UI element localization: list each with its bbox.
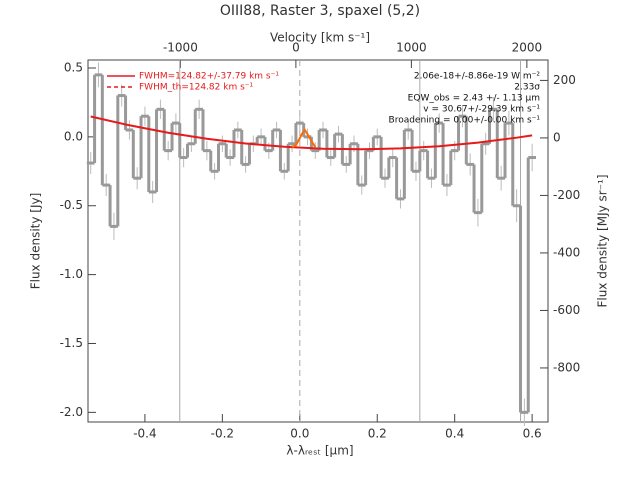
legend-label: FWHM=124.82+/-37.79 km s⁻¹ <box>139 72 279 82</box>
yticks-label: 0.5 <box>64 60 83 74</box>
annotation: EQW_obs = 2.43 +/- 1.13 μm <box>408 94 540 104</box>
xticks-label: -0.2 <box>211 427 234 441</box>
xticks-label: 0.6 <box>523 427 542 441</box>
x-axis-label: λ-λᵣₑₛₜ [μm] <box>286 444 353 458</box>
y-axis-label: Flux density [Jy] <box>29 193 43 290</box>
y2ticks-label: -400 <box>553 245 580 259</box>
x2ticks-label: -1000 <box>163 41 198 55</box>
x2ticks-label: 2000 <box>512 41 543 55</box>
plot-frame <box>87 59 549 423</box>
xticks-label: 0.0 <box>290 427 309 441</box>
annotation: v = 30.67+/-29.39 km s⁻¹ <box>423 105 540 115</box>
xticks-label: 0.4 <box>445 427 464 441</box>
annotation: 2.33σ <box>514 83 540 93</box>
chart-title: OIII88, Raster 3, spaxel (5,2) <box>220 3 420 19</box>
annotation: 2.06e-18+/-8.86e-19 W m⁻² <box>414 72 541 82</box>
y2ticks-label: 0 <box>553 130 561 144</box>
yticks-label: -1.0 <box>60 267 83 281</box>
y2ticks-label: 200 <box>553 73 576 87</box>
x2-axis-label: Velocity [km s⁻¹] <box>270 31 370 45</box>
xticks-label: 0.2 <box>368 427 387 441</box>
y2-axis-label: Flux density [MJy sr⁻¹] <box>596 174 610 307</box>
yticks-label: -1.5 <box>60 336 83 350</box>
annotation: Broadening = 0.00+/-0.00 km s⁻¹ <box>389 116 541 126</box>
yticks-label: -2.0 <box>60 405 83 419</box>
fit-line <box>291 128 317 149</box>
y2ticks-label: -600 <box>553 303 580 317</box>
legend-label: FWHM_th=124.82 km s⁻¹ <box>139 83 254 93</box>
x2ticks-label: 1000 <box>396 41 427 55</box>
yticks-label: 0.0 <box>64 129 83 143</box>
x2ticks-label: 0 <box>292 41 300 55</box>
y2ticks-label: -800 <box>553 360 580 374</box>
xticks-label: -0.4 <box>133 427 156 441</box>
yticks-label: -0.5 <box>60 198 83 212</box>
y2ticks-label: -200 <box>553 188 580 202</box>
fit-line <box>90 115 533 151</box>
